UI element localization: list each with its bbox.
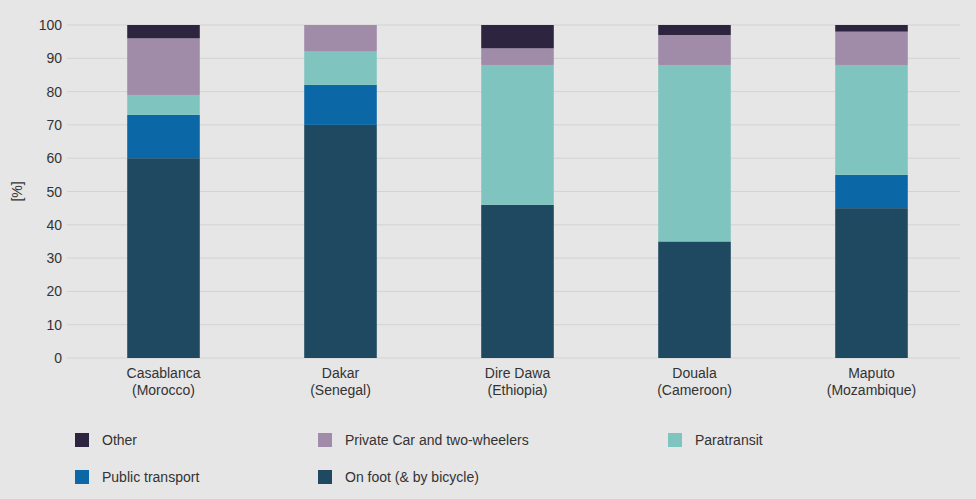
x-tick-label: Maputo(Mozambique) — [827, 365, 916, 398]
bar-segment — [304, 85, 377, 125]
bar-segment — [835, 208, 908, 358]
bar-segment — [304, 125, 377, 358]
y-axis-label: [%] — [9, 181, 25, 201]
bar-segment — [658, 241, 731, 358]
bar-segment — [835, 32, 908, 65]
bar-segment — [835, 65, 908, 175]
legend-swatch — [75, 470, 89, 484]
bar-segment — [127, 158, 200, 358]
y-tick-label: 10 — [46, 317, 62, 333]
legend: Other Private Car and two-wheelers Paratra… — [75, 432, 763, 485]
legend-swatch — [75, 433, 89, 447]
bar-segment — [481, 65, 554, 205]
y-tick-label: 0 — [54, 350, 62, 366]
bars — [127, 25, 908, 358]
x-tick-label: Casablanca(Morocco) — [127, 365, 201, 398]
y-tick-label: 50 — [46, 184, 62, 200]
legend-swatch — [668, 433, 682, 447]
bar-segment — [127, 38, 200, 95]
bar-segment — [127, 25, 200, 38]
bar-segment — [304, 25, 377, 52]
bar-segment — [658, 35, 731, 65]
bar-segment — [481, 205, 554, 358]
chart: 0 10 20 30 40 50 60 70 80 90 100 [%] Casablanca(Moro… — [0, 0, 976, 499]
y-tick-label: 80 — [46, 84, 62, 100]
y-tick-label: 40 — [46, 217, 62, 233]
grid — [67, 25, 960, 358]
bar-segment — [304, 25, 377, 26]
x-tick-label: Dakar(Senegal) — [310, 365, 371, 398]
bar-segment — [304, 52, 377, 85]
y-tick-label: 20 — [46, 283, 62, 299]
legend-swatch — [318, 433, 332, 447]
x-tick-label: Dire Dawa(Ethiopia) — [485, 365, 551, 398]
background — [0, 0, 976, 499]
legend-label: On foot (& by bicycle) — [345, 469, 479, 485]
y-tick-label: 70 — [46, 117, 62, 133]
y-tick-label: 30 — [46, 250, 62, 266]
bar-segment — [658, 25, 731, 35]
bar-segment — [127, 115, 200, 158]
legend-label: Private Car and two-wheelers — [345, 432, 529, 448]
bar-segment — [835, 25, 908, 32]
y-tick-label: 60 — [46, 150, 62, 166]
bar-segment — [835, 175, 908, 208]
bar-segment — [481, 25, 554, 48]
bar-segment — [127, 95, 200, 115]
legend-label: Other — [102, 432, 137, 448]
legend-swatch — [318, 470, 332, 484]
legend-label: Public transport — [102, 469, 199, 485]
y-tick-label: 90 — [46, 50, 62, 66]
x-tick-label: Douala(Cameroon) — [657, 365, 732, 398]
bar-segment — [658, 65, 731, 241]
bar-segment — [481, 48, 554, 65]
y-tick-label: 100 — [39, 17, 63, 33]
legend-label: Paratransit — [695, 432, 763, 448]
